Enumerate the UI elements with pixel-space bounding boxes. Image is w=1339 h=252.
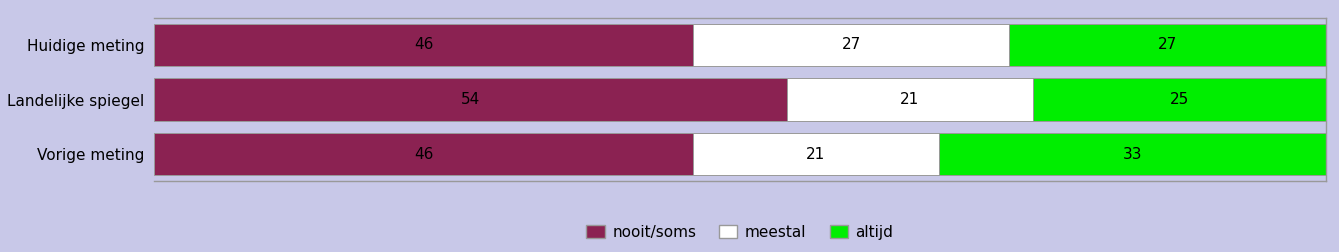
Legend: nooit/soms, meestal, altijd: nooit/soms, meestal, altijd (580, 218, 900, 246)
Text: 21: 21 (806, 147, 826, 162)
Text: 46: 46 (414, 38, 432, 52)
Bar (787, 78, 1032, 121)
Bar (1010, 24, 1326, 66)
Bar (154, 24, 694, 66)
Bar (1032, 78, 1326, 121)
Text: 25: 25 (1169, 92, 1189, 107)
Text: 33: 33 (1122, 147, 1142, 162)
Bar (694, 133, 939, 175)
Text: 27: 27 (1158, 38, 1177, 52)
Text: 46: 46 (414, 147, 432, 162)
Bar (694, 24, 1010, 66)
Bar (939, 133, 1326, 175)
Text: 54: 54 (461, 92, 479, 107)
Text: 21: 21 (900, 92, 920, 107)
Bar (154, 78, 787, 121)
Bar (154, 133, 694, 175)
Text: 27: 27 (841, 38, 861, 52)
